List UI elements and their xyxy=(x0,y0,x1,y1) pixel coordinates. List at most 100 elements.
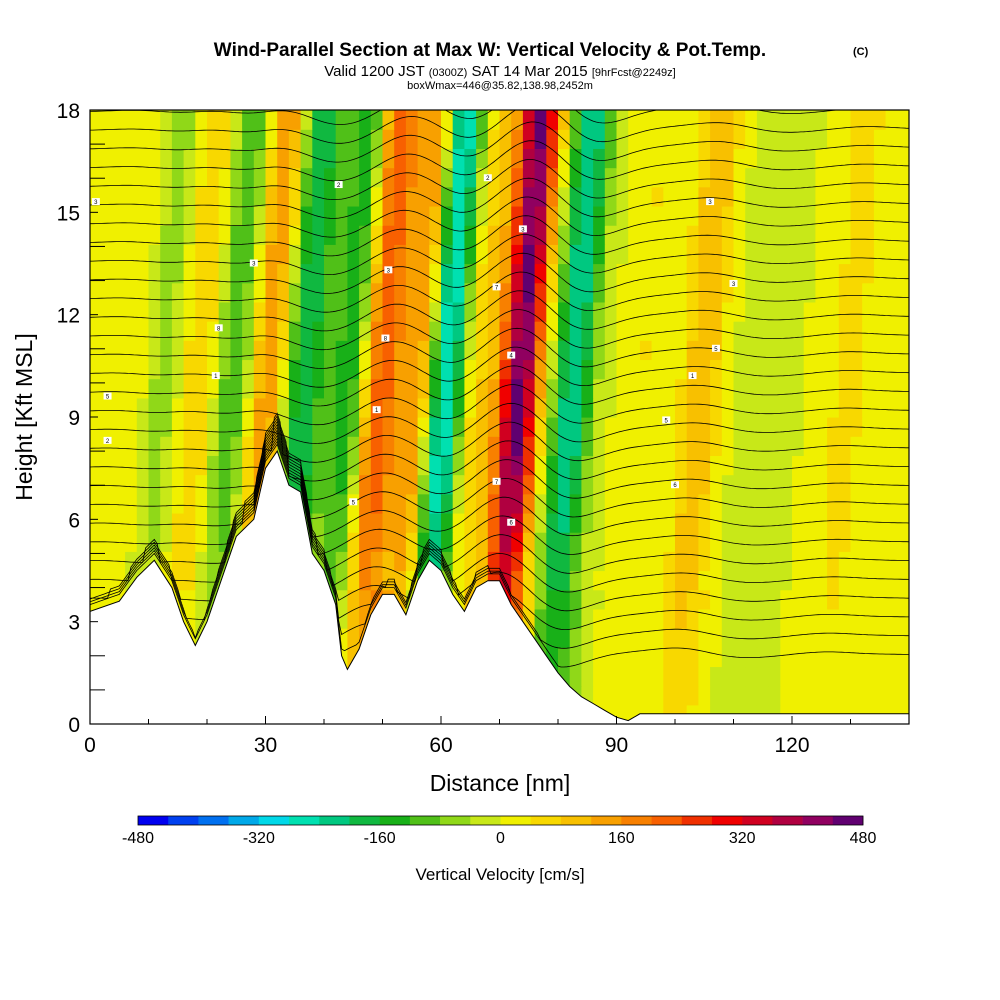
velocity-cell xyxy=(160,417,173,437)
velocity-cell xyxy=(148,244,161,265)
velocity-cell xyxy=(370,167,384,188)
velocity-cell xyxy=(511,359,524,380)
velocity-cell xyxy=(873,570,887,591)
velocity-cell xyxy=(405,129,419,149)
velocity-cell xyxy=(113,205,126,226)
velocity-cell xyxy=(499,551,512,572)
velocity-cell xyxy=(803,551,816,572)
velocity-cell xyxy=(628,225,641,245)
velocity-cell xyxy=(288,110,302,130)
velocity-cell xyxy=(768,205,781,226)
isentrope xyxy=(90,110,841,125)
velocity-cell xyxy=(171,167,185,188)
isentrope xyxy=(90,426,909,556)
velocity-cell xyxy=(686,321,699,341)
velocity-cell xyxy=(745,493,758,514)
velocity-cell xyxy=(593,512,606,533)
velocity-cell xyxy=(663,551,676,572)
velocity-cell xyxy=(792,589,805,610)
velocity-cell xyxy=(768,532,781,552)
velocity-cell xyxy=(593,666,606,687)
velocity-cell xyxy=(862,110,875,130)
velocity-cell xyxy=(207,263,220,284)
velocity-cell xyxy=(522,129,536,149)
velocity-cell xyxy=(359,205,372,226)
velocity-cell xyxy=(593,167,606,188)
velocity-cell xyxy=(487,167,501,188)
velocity-cell xyxy=(405,321,419,341)
velocity-cell xyxy=(522,474,536,495)
velocity-cell xyxy=(499,244,512,265)
velocity-cell xyxy=(277,110,290,130)
velocity-cell xyxy=(499,493,512,514)
velocity-cell xyxy=(499,417,512,437)
velocity-cell xyxy=(359,417,372,437)
velocity-cell xyxy=(90,493,103,514)
velocity-cell xyxy=(663,225,676,245)
velocity-cell xyxy=(207,282,220,303)
velocity-cell xyxy=(850,225,863,245)
velocity-cell xyxy=(417,474,430,495)
velocity-cell xyxy=(253,321,267,341)
velocity-cell xyxy=(721,167,735,188)
velocity-cell xyxy=(745,378,758,399)
velocity-cell xyxy=(558,282,571,303)
velocity-cell xyxy=(558,532,571,552)
velocity-cell xyxy=(288,186,302,207)
velocity-cell xyxy=(499,436,512,456)
velocity-cell xyxy=(288,301,302,322)
velocity-cell xyxy=(850,647,863,668)
velocity-cell xyxy=(382,340,395,361)
isentrope xyxy=(90,429,909,574)
velocity-cell xyxy=(312,455,325,476)
velocity-cell xyxy=(745,340,758,361)
isentrope xyxy=(90,271,909,313)
velocity-cell xyxy=(581,532,594,552)
velocity-cell xyxy=(335,321,348,341)
velocity-cell xyxy=(663,321,676,341)
velocity-cell xyxy=(253,359,267,380)
velocity-cell xyxy=(639,340,653,361)
velocity-cell xyxy=(464,244,477,265)
velocity-cell xyxy=(534,340,547,361)
velocity-cell xyxy=(136,129,150,149)
velocity-cell xyxy=(347,589,360,610)
velocity-cell xyxy=(476,493,489,514)
velocity-cell xyxy=(604,148,618,169)
velocity-cell xyxy=(265,340,278,361)
velocity-cell xyxy=(441,474,454,495)
velocity-cell xyxy=(113,244,126,265)
colorbar-swatch xyxy=(802,816,834,825)
velocity-cell xyxy=(885,359,898,380)
velocity-cell xyxy=(347,340,360,361)
velocity-cell xyxy=(710,167,723,188)
velocity-cell xyxy=(639,148,653,169)
velocity-cell xyxy=(780,493,793,514)
velocity-cell xyxy=(827,129,840,149)
velocity-cell xyxy=(581,110,594,130)
velocity-cell xyxy=(780,167,793,188)
velocity-cell xyxy=(663,512,676,533)
velocity-cell xyxy=(347,359,360,380)
velocity-cell xyxy=(218,359,231,380)
velocity-cell xyxy=(324,225,337,245)
velocity-cell xyxy=(534,417,547,437)
velocity-cell xyxy=(452,359,465,380)
velocity-cell xyxy=(604,186,618,207)
velocity-cell xyxy=(675,647,688,668)
velocity-cell xyxy=(347,205,360,226)
velocity-cell xyxy=(733,110,746,130)
theta-label: 8 xyxy=(217,326,221,332)
velocity-cell xyxy=(405,455,419,476)
velocity-cell xyxy=(698,474,711,495)
velocity-cell xyxy=(604,551,618,572)
theta-label-bg xyxy=(507,518,516,526)
theta-label-bg xyxy=(483,174,492,182)
y-tick-label: 0 xyxy=(68,714,80,737)
velocity-cell xyxy=(452,474,465,495)
velocity-cell xyxy=(663,167,676,188)
velocity-cell xyxy=(277,225,290,245)
velocity-cell xyxy=(733,551,746,572)
velocity-cell xyxy=(733,378,746,399)
velocity-cell xyxy=(745,628,758,648)
